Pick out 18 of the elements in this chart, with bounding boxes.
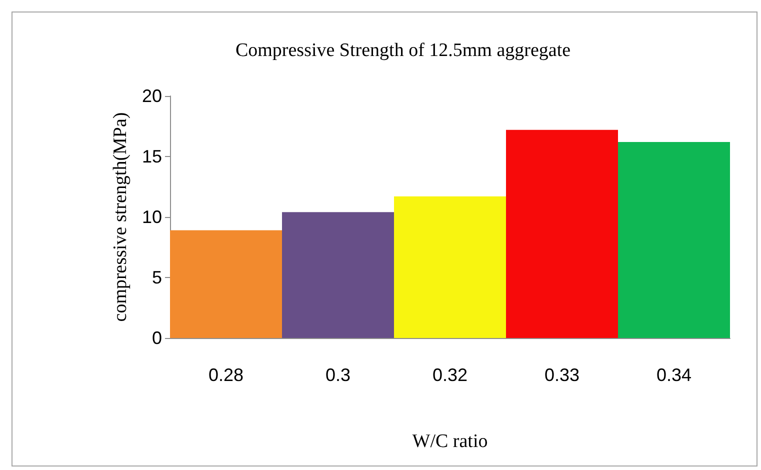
x-tick-label: 0.32 [432,365,468,385]
x-tick-label: 0.34 [656,365,692,385]
x-tick-label: 0.3 [325,365,351,385]
x-axis-title: W/C ratio [412,431,488,452]
y-tick-label: 5 [152,268,162,288]
bar [618,142,730,338]
bar [282,212,394,338]
bar [170,230,282,338]
y-axis-title: compressive strength(MPa) [110,112,131,322]
y-tick-label: 0 [152,328,162,348]
chart-title: Compressive Strength of 12.5mm aggregate [235,40,571,61]
bar [394,196,506,338]
bar [506,130,618,338]
y-tick-label: 10 [142,207,162,227]
x-tick-label: 0.33 [544,365,580,385]
x-tick-label: 0.28 [208,365,244,385]
y-tick-label: 20 [142,86,162,106]
y-tick-label: 15 [142,146,162,166]
